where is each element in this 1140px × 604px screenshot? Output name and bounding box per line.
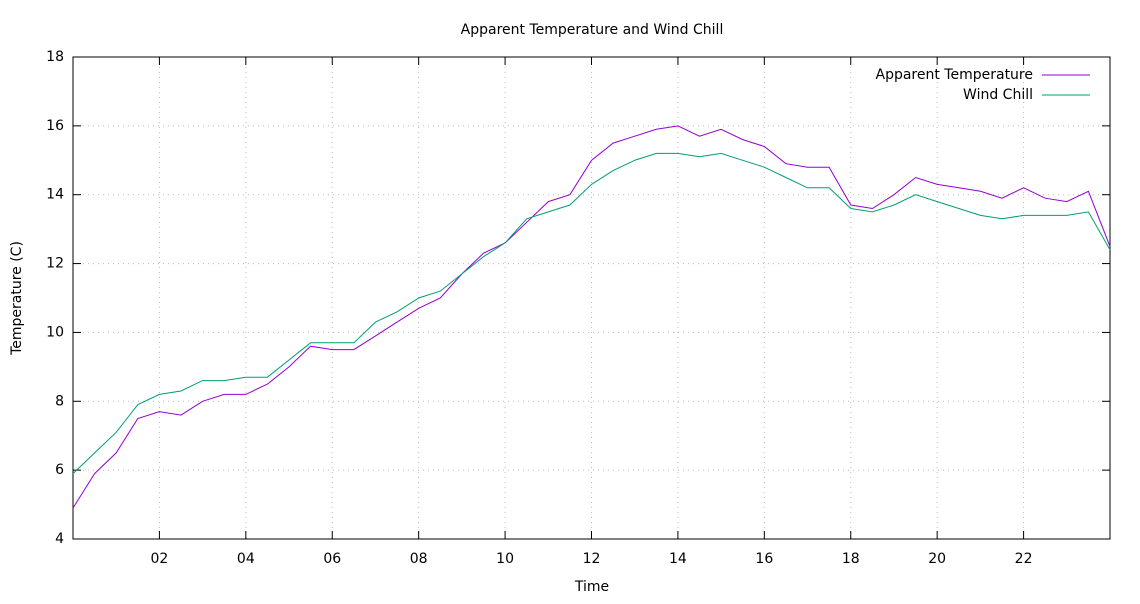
x-tick-label: 20 (928, 551, 946, 567)
y-tick-label: 8 (55, 393, 64, 409)
series-line (72, 125, 1111, 509)
x-tick-label: 08 (410, 551, 428, 567)
y-tick-label: 4 (55, 531, 64, 547)
series-line (72, 152, 1111, 474)
y-tick-label: 12 (46, 256, 64, 272)
x-tick-label: 22 (1015, 551, 1033, 567)
y-tick-label: 10 (46, 324, 64, 340)
x-tick-label: 18 (842, 551, 860, 567)
plot-border (72, 56, 1111, 540)
x-tick-label: 02 (151, 551, 169, 567)
x-tick-label: 04 (237, 551, 255, 567)
legend-label: Wind Chill (963, 87, 1033, 103)
legend-label: Apparent Temperature (876, 67, 1034, 83)
x-tick-label: 16 (755, 551, 773, 567)
x-tick-label: 14 (669, 551, 687, 567)
y-tick-label: 6 (55, 462, 64, 478)
x-tick-label: 06 (323, 551, 341, 567)
y-tick-label: 18 (46, 49, 64, 65)
x-tick-label: 10 (496, 551, 514, 567)
y-tick-label: 14 (46, 187, 64, 203)
y-axis-label: Temperature (C) (9, 241, 25, 356)
x-tick-label: 12 (583, 551, 601, 567)
x-axis-label: Time (574, 579, 609, 595)
chart-title: Apparent Temperature and Wind Chill (461, 22, 724, 38)
y-tick-label: 16 (46, 118, 64, 134)
